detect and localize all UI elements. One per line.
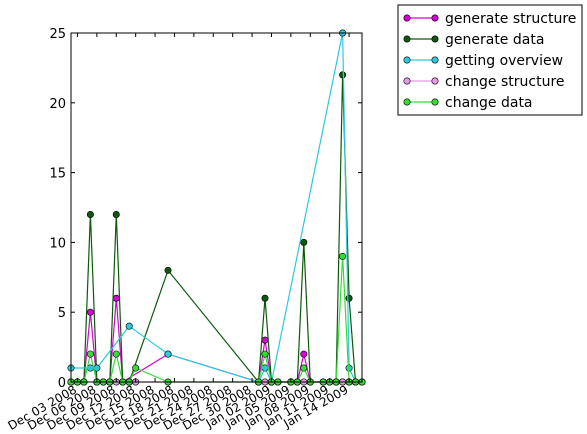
data-point [125,322,133,330]
series-line [71,74,362,384]
data-point [164,266,172,274]
data-point [112,350,120,358]
legend-item: change structure [403,74,565,90]
y-tick-label: 5 [58,306,66,321]
legend-marker [403,98,411,106]
y-tick-label: 15 [49,167,66,182]
y-tick-label: 20 [49,97,66,112]
data-point [112,210,120,218]
legend-marker [403,56,411,64]
data-point [300,364,308,372]
data-point [112,294,120,302]
data-point [86,210,94,218]
data-point [261,294,269,302]
legend-item: getting overview [403,53,563,69]
data-point [339,252,347,260]
series-getting-overview [67,29,360,386]
legend-marker [431,14,439,22]
legend-marker [431,56,439,64]
data-point [339,71,347,79]
data-point [86,350,94,358]
y-axis: 0 5 10 15 20 25 [49,27,362,391]
data-point [164,350,172,358]
legend-item: generate data [403,32,544,48]
legend-item: generate structure [403,11,576,27]
data-point [300,350,308,358]
legend-label: getting overview [445,53,563,69]
legend-marker [403,14,411,22]
legend-marker [431,98,439,106]
data-point [261,336,269,344]
legend-label: change data [445,95,533,111]
series-layer [67,29,366,386]
legend-marker [403,77,411,85]
data-point [132,364,140,372]
data-point [86,308,94,316]
legend-label: change structure [445,74,565,90]
series-generate-data [67,71,366,386]
data-point [345,294,353,302]
legend-label: generate data [445,32,544,48]
y-tick-label: 10 [49,236,66,251]
legend-marker [403,35,411,43]
y-tick-label: 0 [58,376,66,391]
legend-label: generate structure [445,11,576,27]
legend-marker [431,77,439,85]
y-tick-label: 25 [49,27,66,42]
data-point [261,350,269,358]
legend-marker [431,35,439,43]
plot-frame [70,32,363,383]
legend: generate structure generate data getting o… [397,4,583,116]
data-point [300,238,308,246]
legend-item: change data [403,95,533,111]
